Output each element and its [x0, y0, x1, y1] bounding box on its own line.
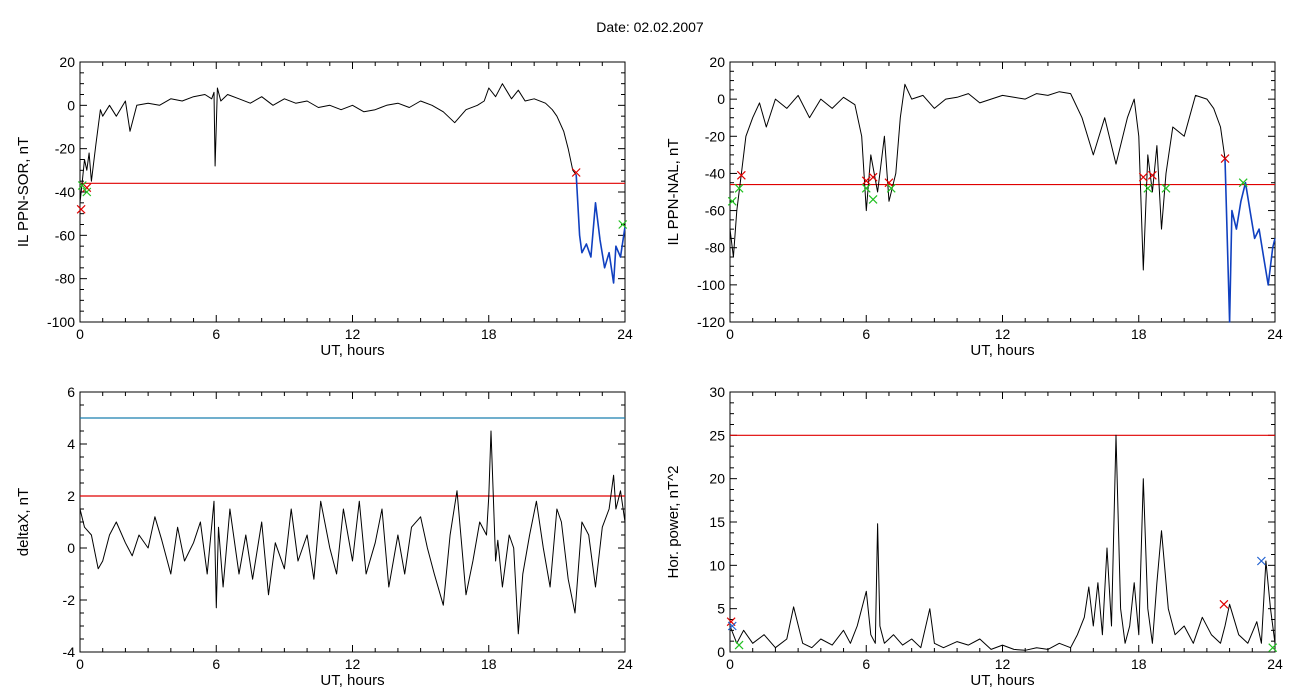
y-tick-label: 0 [67, 540, 75, 556]
green-marker [1143, 183, 1153, 193]
red-marker [861, 176, 871, 186]
page-title: Date: 02.02.2007 [596, 19, 704, 35]
x-tick-label: 6 [862, 326, 870, 342]
red-marker [76, 204, 86, 214]
y-tick-label: 15 [709, 514, 725, 530]
series-line [79, 430, 626, 635]
y-tick-label: -100 [697, 277, 725, 293]
red-marker [1138, 172, 1148, 182]
x-tick-label: 6 [862, 656, 870, 672]
plot-frame [79, 391, 626, 653]
x-tick-label: 18 [1131, 326, 1147, 342]
green-marker [82, 187, 92, 197]
x-axis-label: UT, hours [970, 342, 1034, 359]
x-tick-label: 18 [481, 326, 497, 342]
y-tick-label: 20 [59, 54, 75, 70]
y-tick-label: -60 [55, 227, 75, 243]
y-tick-label: 5 [717, 601, 725, 617]
green-marker [77, 181, 87, 190]
series-line [729, 434, 1276, 651]
plot-frame [729, 61, 1276, 323]
event-series-line [1224, 158, 1276, 323]
y-tick-label: -4 [63, 644, 76, 660]
x-axis-label: UT, hours [320, 342, 384, 359]
red-marker [82, 183, 92, 193]
y-tick-label: 30 [709, 384, 725, 400]
x-tick-label: 12 [995, 326, 1011, 342]
y-tick-label: -40 [705, 165, 725, 181]
y-tick-label: -40 [55, 184, 75, 200]
red-marker [884, 178, 894, 188]
y-axis-label: deltaX, nT [15, 488, 32, 556]
y-tick-label: -120 [697, 314, 725, 330]
x-tick-label: 0 [76, 326, 84, 342]
y-tick-label: -80 [55, 271, 75, 287]
red-marker [868, 172, 878, 182]
blue-marker [1256, 556, 1266, 566]
red-marker [1220, 154, 1230, 163]
green-marker [734, 640, 744, 650]
y-tick-label: 20 [709, 471, 725, 487]
y-tick-label: -20 [55, 141, 75, 157]
x-tick-label: 12 [995, 656, 1011, 672]
x-tick-label: 24 [617, 326, 633, 342]
y-tick-label: 10 [709, 557, 725, 573]
green-marker [886, 183, 896, 193]
green-marker [861, 183, 871, 193]
x-tick-label: 18 [481, 656, 497, 672]
x-tick-label: 12 [345, 656, 361, 672]
chart-panel-nal: 0 6 12 18 24 -120 -100 -80 -60 -40 -20 0 20 UT, hours… [665, 54, 1283, 359]
y-tick-label: -20 [705, 128, 725, 144]
y-tick-label: -80 [705, 240, 725, 256]
chart-panel-power: 0 6 12 18 24 0 5 10 15 20 25 30 UT, hours Hor. power,… [665, 384, 1283, 689]
series-line [729, 83, 1226, 271]
event-series-line [575, 174, 626, 284]
green-marker [734, 183, 744, 193]
red-marker [1147, 170, 1157, 180]
y-axis-label: IL PPN-SOR, nT [15, 137, 32, 247]
y-tick-label: 25 [709, 427, 725, 443]
y-tick-label: 2 [67, 488, 75, 504]
plot-frame [729, 391, 1276, 653]
y-axis-label: Hor. power, nT^2 [665, 466, 682, 579]
x-tick-label: 0 [76, 656, 84, 672]
blue-marker [727, 621, 737, 631]
x-tick-label: 24 [1267, 656, 1283, 672]
red-marker [571, 168, 581, 177]
green-marker [868, 195, 878, 204]
x-tick-label: 6 [212, 656, 220, 672]
y-tick-label: -2 [63, 592, 76, 608]
x-axis-label: UT, hours [970, 672, 1034, 689]
y-axis-label: IL PPN-NAL, nT [665, 139, 682, 246]
y-tick-label: 20 [709, 54, 725, 70]
green-marker [1268, 643, 1278, 653]
chart-panel-sor: 0 6 12 18 24 -100 -80 -60 -40 -20 0 20 UT, hours IL P… [15, 54, 633, 359]
red-marker [1219, 599, 1229, 609]
x-tick-label: 24 [1267, 326, 1283, 342]
y-tick-label: 0 [67, 97, 75, 113]
x-tick-label: 6 [212, 326, 220, 342]
y-tick-label: 6 [67, 384, 75, 400]
y-tick-label: 4 [67, 436, 75, 452]
x-tick-label: 24 [617, 656, 633, 672]
green-marker [727, 196, 737, 206]
x-axis-label: UT, hours [320, 672, 384, 689]
series-line [79, 83, 577, 203]
y-tick-label: 0 [717, 91, 725, 107]
plot-frame [79, 61, 626, 323]
x-tick-label: 0 [726, 326, 734, 342]
y-tick-label: 0 [717, 644, 725, 660]
x-tick-label: 18 [1131, 656, 1147, 672]
green-marker [1161, 183, 1171, 193]
green-marker [1238, 178, 1248, 188]
x-tick-label: 0 [726, 656, 734, 672]
y-tick-label: -100 [47, 314, 75, 330]
x-tick-label: 12 [345, 326, 361, 342]
green-marker [618, 220, 628, 229]
red-marker [736, 170, 746, 180]
y-tick-label: -60 [705, 203, 725, 219]
